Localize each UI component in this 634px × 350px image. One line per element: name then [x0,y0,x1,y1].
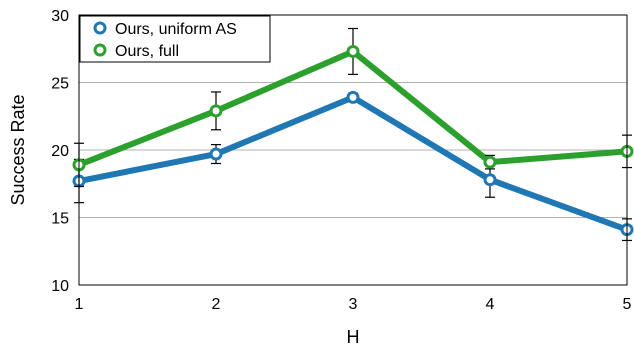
legend-label: Ours, uniform AS [115,21,237,38]
legend: Ours, uniform AS Ours, full [79,15,271,63]
x-tick-label: 1 [75,296,84,313]
y-axis-title: Success Rate [8,94,28,205]
legend-box [79,15,271,63]
data-point [346,44,360,58]
tick-labels: 10 15 20 25 30 1 2 3 4 5 [51,8,631,313]
x-axis-title: H [347,327,360,347]
data-point [346,90,360,104]
legend-marker [93,43,107,57]
y-tick-label: 25 [51,76,69,93]
y-tick-label: 30 [51,8,69,25]
x-tick-label: 5 [623,296,632,313]
data-point [209,147,223,161]
legend-marker [93,21,107,35]
x-tick-label: 3 [349,296,358,313]
y-tick-label: 15 [51,211,69,228]
series-line [78,94,629,233]
x-tick-label: 4 [486,296,495,313]
legend-label: Ours, full [115,43,179,60]
grid-lines [79,82,627,218]
data-point [483,155,497,169]
y-tick-label: 10 [51,278,69,295]
series-0 [72,90,634,242]
data-point [209,104,223,118]
x-tick-label: 2 [212,296,221,313]
data-point [483,173,497,187]
plot-frame [78,14,628,286]
y-tick-label: 20 [51,143,69,160]
